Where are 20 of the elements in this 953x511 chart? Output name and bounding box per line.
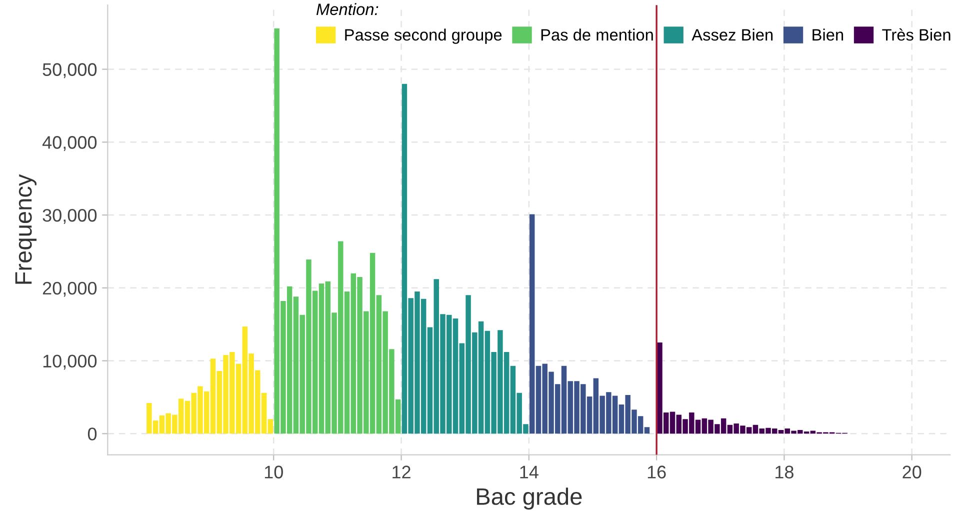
legend-title: Mention: xyxy=(316,3,378,16)
x-tick-label: 18 xyxy=(776,466,794,478)
x-tick-label: 10 xyxy=(264,466,283,478)
y-tick-label: 0 xyxy=(88,428,97,440)
legend-label: Assez Bien xyxy=(692,28,773,41)
y-axis-title: Frequency xyxy=(15,174,36,284)
x-tick-label: 20 xyxy=(902,466,922,478)
legend-label: Passe second groupe xyxy=(345,28,502,44)
x-tick-label: 12 xyxy=(392,466,410,478)
y-tick-label: 50,000 xyxy=(42,63,97,78)
legend-label: Pas de mention xyxy=(541,28,653,41)
x-tick-label: 14 xyxy=(520,466,538,478)
y-tick-label: 30,000 xyxy=(42,208,97,224)
legend-label: Très Bien xyxy=(882,28,950,41)
x-tick-label: 16 xyxy=(648,466,666,478)
legend-label: Bien xyxy=(812,28,844,41)
y-tick-label: 20,000 xyxy=(42,282,97,297)
x-axis-title: Bac grade xyxy=(477,488,582,510)
y-tick-label: 10,000 xyxy=(43,354,97,370)
y-tick-label: 40,000 xyxy=(42,136,97,151)
